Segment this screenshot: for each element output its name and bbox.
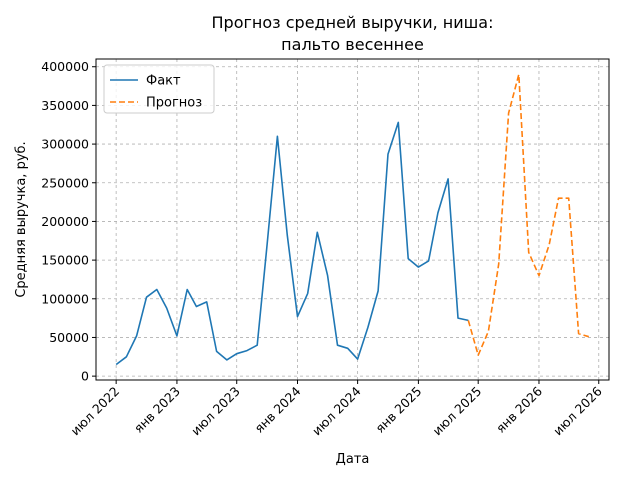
- y-tick-label: 150000: [41, 253, 89, 268]
- chart-title-line-1: Прогноз средней выручки, ниша:: [212, 13, 494, 32]
- series-lines: [115, 73, 590, 366]
- y-tick-label: 200000: [41, 214, 89, 229]
- legend-box: [103, 64, 215, 114]
- legend: Факт Прогноз: [103, 64, 215, 114]
- x-axis-label: Дата: [336, 452, 370, 467]
- x-tick-label: июл 2025: [430, 384, 485, 439]
- legend-label-forecast: Прогноз: [146, 96, 202, 111]
- axes-frame: [95, 58, 610, 381]
- x-tick-label: июл 2026: [550, 383, 605, 438]
- x-tick-label: янв 2026: [493, 383, 545, 435]
- y-tick-label: 100000: [41, 291, 89, 306]
- y-tick-label: 400000: [41, 59, 89, 74]
- y-tick-label: 50000: [49, 330, 89, 345]
- series-line-forecast: [467, 73, 590, 357]
- y-tick-label: 350000: [41, 98, 89, 113]
- chart-title-line-2: пальто весеннее: [281, 35, 424, 54]
- y-axis-label: Средняя выручка, руб.: [14, 141, 29, 297]
- legend-label-fact: Факт: [146, 74, 181, 89]
- y-tick-label: 0: [81, 369, 89, 384]
- y-tick-label: 300000: [41, 137, 89, 152]
- x-tick-label: июл 2022: [68, 384, 123, 439]
- y-tick-label: 250000: [41, 175, 89, 190]
- x-tick-label: янв 2023: [131, 384, 183, 436]
- x-tick-label: июл 2024: [309, 383, 364, 438]
- x-tick-label: янв 2024: [251, 383, 303, 435]
- x-tick-label: янв 2025: [372, 384, 424, 436]
- x-tick-label: июл 2023: [188, 384, 243, 439]
- series-line-fact: [115, 121, 469, 366]
